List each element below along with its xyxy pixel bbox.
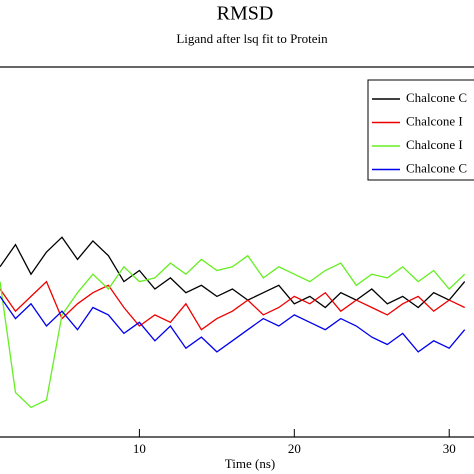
chart-title: RMSD [217, 3, 274, 25]
legend-label: Chalcone C [406, 160, 467, 175]
series-line [0, 296, 466, 353]
x-tick-label: 20 [288, 441, 301, 456]
x-axis-label: Time (ns) [225, 456, 275, 471]
series-line [0, 280, 465, 331]
x-tick-label: 30 [443, 441, 456, 456]
series-line [0, 236, 466, 309]
series-line [0, 254, 466, 409]
plot-frame [0, 66, 474, 438]
legend-label: Chalcone I [406, 113, 463, 128]
legend-box [367, 79, 474, 181]
x-tick-label: 10 [133, 441, 146, 456]
legend-label: Chalcone C [406, 90, 467, 105]
chart-subtitle: Ligand after lsq fit to Protein [176, 31, 328, 46]
legend-label: Chalcone I [406, 137, 463, 152]
